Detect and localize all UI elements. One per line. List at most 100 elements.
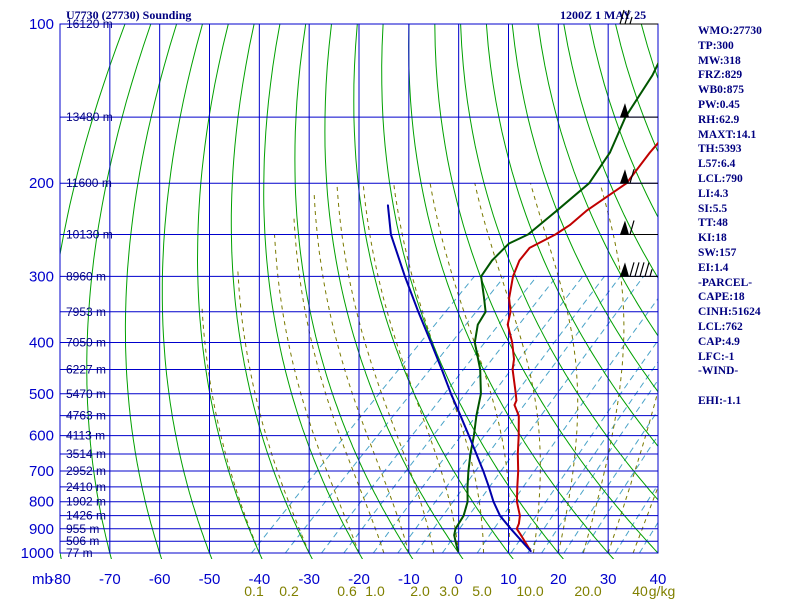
mixing-ratio-line <box>510 339 658 554</box>
mixing-ratio-line <box>638 521 658 554</box>
dewpoint-point <box>475 414 478 417</box>
wind-barb-feather <box>644 262 650 277</box>
pressure-label: 400 <box>29 334 54 351</box>
mixing-ratio-line <box>251 276 475 554</box>
wind-barb <box>620 262 658 277</box>
mixing-ratio-line <box>563 409 658 554</box>
pressure-label: 100 <box>29 16 54 33</box>
dewpoint-point <box>651 74 654 77</box>
height-label: 10130 m <box>66 228 113 242</box>
pressure-label: 800 <box>29 494 54 511</box>
mixing-ratio-line <box>321 276 538 554</box>
dry-adiabat <box>324 24 464 559</box>
wind-barb <box>620 169 658 184</box>
mixing-ratio-line <box>372 276 584 554</box>
moist-adiabat <box>530 183 579 554</box>
moist-adiabat <box>632 485 658 554</box>
pressure-axis-labels: 100 200 300 400 500 600 700 800 900 1000 mb <box>21 16 54 588</box>
index-line: -WIND- <box>698 365 739 378</box>
wind-barb-half-feather <box>649 269 653 277</box>
index-line: CAP:4.9 <box>698 335 740 348</box>
temperature-point <box>516 486 519 488</box>
parcel-point <box>417 311 420 313</box>
parcel-point <box>510 528 512 530</box>
height-label: 1902 m <box>66 495 106 509</box>
wind-barb-pennant <box>620 220 629 235</box>
height-label: 4763 m <box>66 409 106 423</box>
index-line: RH:62.9 <box>698 113 740 126</box>
height-label: 1426 m <box>66 509 106 523</box>
index-line: TP:300 <box>698 39 734 52</box>
index-line: MW:318 <box>698 54 741 67</box>
wind-barb-pennant <box>620 103 629 118</box>
parcel-point <box>459 414 462 417</box>
mixing-ratio-label: 40 <box>632 583 648 599</box>
mixing-ratio-label: 10.0 <box>516 583 543 599</box>
dewpoint-point <box>457 550 459 552</box>
height-label: 955 m <box>66 522 99 536</box>
dewpoint-point <box>483 297 485 300</box>
parcel-point <box>468 434 470 437</box>
wind-barb-feather <box>634 262 640 277</box>
dewpoint-point <box>467 470 470 472</box>
moist-adiabat <box>274 234 360 554</box>
temperature-point <box>516 500 518 503</box>
dewpoint-point <box>466 500 469 503</box>
pressure-label: 300 <box>29 268 54 285</box>
temperature-label: 0 <box>454 571 462 588</box>
pressure-temperature-grid <box>59 23 659 554</box>
dewpoint-point <box>453 534 456 536</box>
dewpoint-point <box>527 233 529 236</box>
temperature-label: 40 <box>650 571 667 588</box>
temperature-label: -50 <box>199 571 221 588</box>
height-label: 11600 m <box>66 176 112 190</box>
index-line: -PARCEL- <box>698 276 753 289</box>
temperature-point <box>511 341 513 344</box>
moist-adiabat <box>336 183 435 554</box>
index-line: WMO:27730 <box>698 25 762 37</box>
dewpoint-point <box>454 528 457 530</box>
temperature-point <box>516 528 518 530</box>
mixing-ratio-line <box>541 379 658 554</box>
temperature-point <box>508 297 510 300</box>
parcel-point <box>475 453 478 455</box>
temperature-label: -70 <box>99 571 121 588</box>
moist-adiabat <box>393 183 485 554</box>
height-label: 5470 m <box>66 387 106 401</box>
dewpoint-point <box>469 453 472 455</box>
dry-adiabat <box>563 24 658 279</box>
temperature-label: -10 <box>398 571 420 588</box>
wind-barb-pennant <box>620 262 629 277</box>
temperature-point <box>517 453 519 455</box>
temperature-point <box>509 311 512 313</box>
dewpoint-point <box>466 486 469 488</box>
mixing-ratio-label: 1.0 <box>365 583 385 599</box>
wind-barbs <box>619 9 658 277</box>
temperature-point <box>528 247 531 249</box>
temperature-label: 30 <box>600 571 617 588</box>
temperature-point <box>518 414 520 417</box>
wind-barb-feather <box>624 9 630 25</box>
temperature-point <box>512 275 514 278</box>
dewpoint-point <box>588 182 590 184</box>
temperature-point <box>513 404 516 406</box>
wind-barb <box>620 103 658 118</box>
index-line: FRZ:829 <box>698 69 743 82</box>
index-line: EHI:-1.1 <box>698 394 742 407</box>
dry-adiabat <box>124 24 178 559</box>
temperature-label: -20 <box>348 571 370 588</box>
mixing-ratio-label: g/kg <box>649 583 675 599</box>
wind-barb-half-feather <box>629 16 633 25</box>
dewpoint-point <box>556 209 558 212</box>
mixing-ratio-line <box>527 361 658 554</box>
wind-barb-feather <box>619 9 625 25</box>
index-line: MAXT:14.1 <box>698 128 757 141</box>
chart-title: U7730 (27730) Sounding <box>66 8 192 22</box>
parcel-point <box>404 275 406 278</box>
dewpoint-point <box>491 259 493 262</box>
parcel-point <box>482 470 485 472</box>
temperature-label: 20 <box>550 571 567 588</box>
index-line: CINH:51624 <box>698 306 761 319</box>
temperature-point <box>554 233 557 236</box>
